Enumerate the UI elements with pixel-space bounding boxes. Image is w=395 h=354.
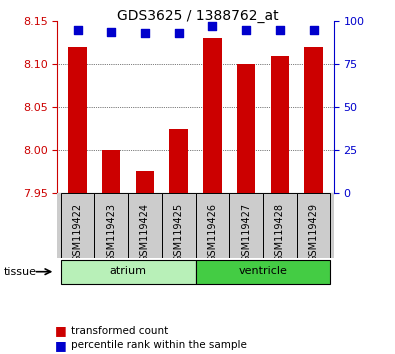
Text: ventricle: ventricle	[239, 266, 288, 276]
Text: ■: ■	[55, 325, 67, 337]
FancyBboxPatch shape	[229, 193, 263, 258]
Bar	[237, 64, 256, 193]
Point	[276, 27, 283, 33]
Point	[74, 27, 81, 33]
FancyBboxPatch shape	[196, 193, 229, 258]
FancyBboxPatch shape	[297, 193, 330, 258]
Bar	[271, 56, 289, 193]
Text: GSM119429: GSM119429	[308, 203, 318, 262]
Bar	[68, 47, 87, 193]
Point	[209, 24, 216, 29]
Text: GSM119424: GSM119424	[140, 203, 150, 262]
Text: atrium: atrium	[109, 266, 147, 276]
Text: ■: ■	[55, 339, 67, 352]
FancyBboxPatch shape	[61, 193, 94, 258]
Bar	[135, 171, 154, 193]
FancyBboxPatch shape	[61, 260, 196, 284]
FancyBboxPatch shape	[263, 193, 297, 258]
Text: tissue: tissue	[4, 267, 37, 277]
Text: GSM119427: GSM119427	[241, 203, 251, 262]
Text: GSM119428: GSM119428	[275, 203, 285, 262]
FancyBboxPatch shape	[128, 193, 162, 258]
FancyBboxPatch shape	[196, 260, 330, 284]
FancyBboxPatch shape	[162, 193, 196, 258]
Point	[108, 29, 115, 34]
Bar	[203, 38, 222, 193]
Text: percentile rank within the sample: percentile rank within the sample	[71, 340, 247, 350]
Point	[142, 30, 148, 36]
Bar	[304, 47, 323, 193]
Text: GSM119426: GSM119426	[207, 203, 217, 262]
Point	[310, 27, 317, 33]
Bar	[169, 129, 188, 193]
Text: GSM119423: GSM119423	[106, 203, 116, 262]
Text: GSM119422: GSM119422	[73, 203, 83, 262]
Text: GDS3625 / 1388762_at: GDS3625 / 1388762_at	[117, 9, 278, 23]
Point	[243, 27, 249, 33]
FancyBboxPatch shape	[94, 193, 128, 258]
Text: transformed count: transformed count	[71, 326, 168, 336]
Bar	[102, 150, 120, 193]
Point	[175, 30, 182, 36]
Text: GSM119425: GSM119425	[174, 203, 184, 262]
